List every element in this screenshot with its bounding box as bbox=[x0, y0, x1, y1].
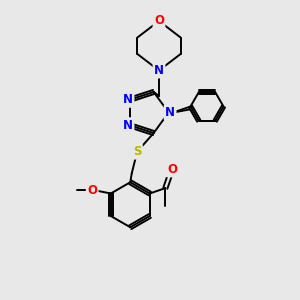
Text: O: O bbox=[167, 163, 177, 176]
Text: N: N bbox=[123, 119, 133, 132]
Text: N: N bbox=[154, 64, 164, 77]
Text: N: N bbox=[123, 93, 133, 106]
Text: O: O bbox=[154, 14, 164, 28]
Text: O: O bbox=[87, 184, 97, 197]
Text: N: N bbox=[165, 106, 175, 119]
Text: S: S bbox=[133, 145, 141, 158]
